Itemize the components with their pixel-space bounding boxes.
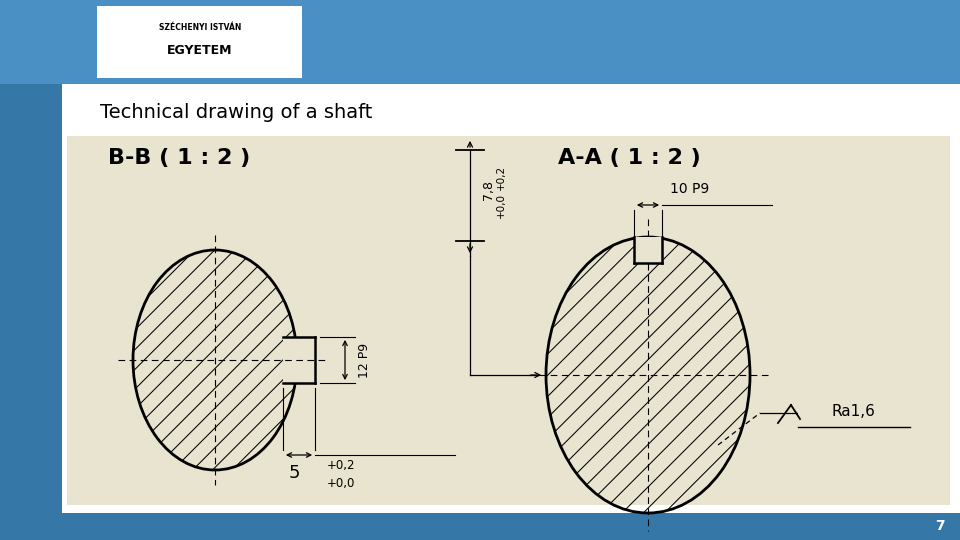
- Text: EGYETEM: EGYETEM: [167, 44, 232, 57]
- Bar: [798, 397, 910, 427]
- Text: 7: 7: [935, 519, 945, 534]
- Text: Technical drawing of a shaft: Technical drawing of a shaft: [100, 103, 372, 122]
- Text: +0,2: +0,2: [327, 458, 355, 471]
- Text: 7,8: 7,8: [482, 180, 495, 200]
- Text: +0,0: +0,0: [327, 476, 355, 489]
- Text: +0,2: +0,2: [496, 165, 506, 190]
- Text: A-A ( 1 : 2 ): A-A ( 1 : 2 ): [558, 148, 701, 168]
- Text: Ra1,6: Ra1,6: [831, 404, 875, 420]
- Bar: [0, 84, 62, 513]
- Text: 5: 5: [289, 464, 300, 482]
- Bar: [67, 136, 950, 505]
- Text: +0,0: +0,0: [496, 193, 506, 218]
- Bar: [634, 237, 662, 263]
- Text: SZÉCHENYI ISTVÁN: SZÉCHENYI ISTVÁN: [158, 24, 241, 32]
- Bar: [0, 513, 960, 540]
- Bar: [97, 6, 302, 78]
- Text: 10 P9: 10 P9: [670, 182, 709, 196]
- Text: B-B ( 1 : 2 ): B-B ( 1 : 2 ): [108, 148, 251, 168]
- Bar: [283, 337, 321, 383]
- Bar: [0, 0, 960, 84]
- Text: 12 P9: 12 P9: [358, 342, 371, 377]
